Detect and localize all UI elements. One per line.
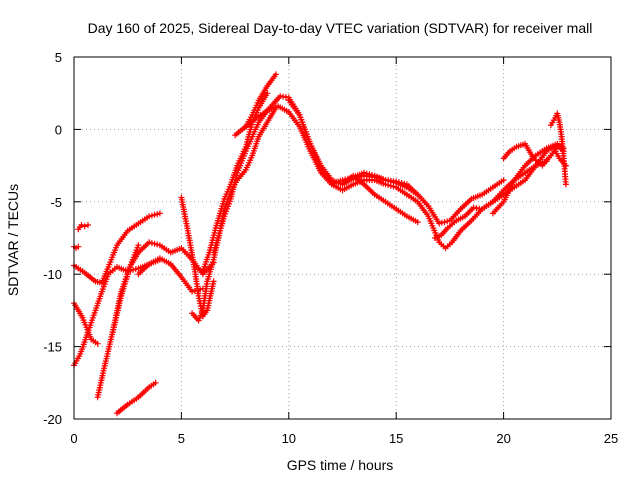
- data-point: [441, 219, 448, 226]
- x-tick-label: 20: [496, 431, 510, 446]
- chart-title: Day 160 of 2025, Sidereal Day-to-day VTE…: [88, 20, 593, 36]
- data-point: [500, 177, 507, 184]
- data-point: [210, 278, 217, 285]
- data-point: [385, 182, 392, 189]
- x-tick-label: 5: [178, 431, 185, 446]
- data-point: [189, 288, 196, 295]
- data-point: [135, 242, 142, 249]
- data-point: [154, 211, 161, 218]
- data-point: [78, 222, 85, 228]
- data-series: [71, 71, 569, 417]
- y-tick-label: -10: [43, 267, 62, 282]
- x-tick-label: 25: [604, 431, 618, 446]
- y-tick-label: 0: [55, 122, 62, 137]
- data-point: [148, 212, 155, 219]
- series-track-3: [71, 300, 101, 347]
- y-tick-label: -15: [43, 340, 62, 355]
- data-point: [272, 71, 279, 78]
- plot-frame: [73, 56, 612, 420]
- y-axis-label: SDTVAR / TECUs: [5, 184, 21, 296]
- series-track-20: [500, 140, 567, 169]
- y-tick-label: -20: [43, 412, 62, 427]
- data-point: [152, 379, 159, 386]
- data-point: [444, 218, 451, 225]
- series-track-16: [285, 97, 550, 252]
- series-track-13: [242, 71, 279, 130]
- data-point: [390, 183, 397, 190]
- data-point: [148, 240, 155, 247]
- series-track-4: [75, 222, 91, 233]
- data-point: [438, 219, 445, 226]
- x-tick-labels: 0 5 10 15 20 25: [70, 431, 618, 446]
- x-tick-label: 0: [70, 431, 77, 446]
- data-point: [562, 181, 569, 188]
- series-track-10: [178, 194, 217, 320]
- data-point: [94, 340, 101, 347]
- x-tick-label: 15: [389, 431, 403, 446]
- data-point: [81, 223, 88, 230]
- data-point: [363, 170, 370, 177]
- data-point: [387, 182, 394, 189]
- y-tick-labels: 5 0 -5 -10 -15 -20: [43, 50, 62, 427]
- data-point: [146, 213, 153, 220]
- axis-ticks: [73, 56, 612, 420]
- series-track-2: [71, 210, 163, 286]
- series-track-6: [94, 242, 142, 401]
- y-tick-label: 5: [55, 50, 62, 65]
- data-point: [264, 90, 271, 97]
- data-point: [414, 219, 421, 226]
- series-track-15: [232, 103, 507, 227]
- data-point: [395, 179, 402, 186]
- series-track-17: [339, 172, 421, 226]
- data-point: [85, 222, 91, 228]
- grid-lines: [74, 57, 611, 419]
- data-point: [398, 180, 405, 186]
- y-tick-label: -5: [50, 195, 62, 210]
- data-point: [156, 210, 163, 217]
- series-track-5: [71, 243, 82, 252]
- series-track-21: [547, 110, 569, 188]
- x-tick-label: 10: [282, 431, 296, 446]
- data-point: [393, 178, 400, 185]
- data-point: [154, 241, 161, 248]
- data-point: [369, 172, 375, 178]
- data-point: [361, 169, 367, 176]
- data-point: [75, 243, 82, 250]
- series-track-8: [114, 379, 159, 417]
- x-axis-label: GPS time / hours: [287, 457, 394, 473]
- data-point: [146, 239, 153, 246]
